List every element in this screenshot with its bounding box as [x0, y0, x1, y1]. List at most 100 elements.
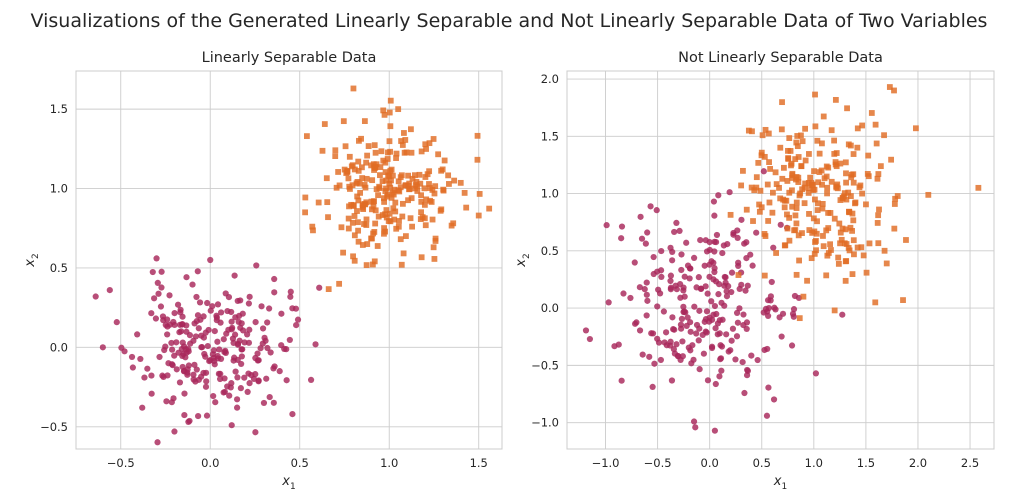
data-point-square: [881, 132, 887, 139]
data-point-square: [784, 225, 791, 232]
data-point-square: [355, 197, 362, 204]
data-point-square: [801, 184, 808, 191]
data-point-circle: [649, 383, 656, 390]
x-tick-label: 0.0: [701, 456, 719, 470]
data-point-circle: [754, 356, 761, 364]
data-point-square: [810, 187, 817, 193]
data-point-square: [838, 236, 845, 243]
data-point-square: [761, 153, 768, 160]
data-point-circle: [149, 268, 156, 276]
data-point-square: [852, 200, 858, 207]
data-point-square: [841, 240, 848, 247]
data-point-circle: [292, 305, 300, 312]
data-point-circle: [226, 392, 233, 399]
data-point-circle: [176, 379, 184, 386]
data-point-square: [376, 183, 383, 190]
data-point-circle: [660, 308, 667, 315]
data-point-square: [439, 166, 446, 173]
data-point-circle: [695, 337, 702, 344]
data-point-circle: [669, 257, 676, 264]
data-point-square: [383, 185, 389, 192]
data-point-square: [781, 204, 788, 211]
data-point-circle: [733, 333, 741, 340]
data-point-square: [387, 167, 394, 174]
y-tick-label: 0.5: [50, 261, 68, 275]
data-point-circle: [211, 328, 218, 335]
data-point-square: [875, 171, 882, 177]
data-point-circle: [234, 404, 241, 411]
data-point-circle: [693, 321, 701, 329]
data-point-square: [445, 172, 452, 179]
data-point-square: [837, 229, 844, 236]
data-point-circle: [155, 290, 162, 297]
data-point-circle: [210, 392, 217, 400]
data-point-square: [383, 214, 390, 221]
data-point-square: [821, 175, 828, 182]
data-point-circle: [641, 286, 648, 293]
data-point-square: [819, 140, 825, 147]
data-point-square: [813, 230, 820, 237]
data-point-square: [406, 186, 412, 193]
data-point-circle: [192, 333, 200, 340]
data-point-square: [325, 214, 331, 221]
data-point-square: [414, 188, 421, 194]
data-point-circle: [216, 346, 223, 353]
data-point-square: [315, 199, 322, 206]
data-point-square: [868, 110, 875, 116]
data-point-circle: [231, 272, 238, 279]
data-point-circle: [154, 439, 161, 446]
data-point-circle: [732, 356, 739, 363]
data-point-circle: [232, 314, 239, 321]
data-point-square: [363, 159, 370, 166]
data-point-circle: [289, 410, 296, 418]
data-point-circle: [743, 239, 750, 246]
data-point-square: [789, 172, 796, 179]
data-point-square: [356, 180, 363, 187]
data-point-square: [358, 135, 364, 142]
data-point-circle: [728, 337, 735, 344]
data-point-square: [750, 218, 756, 224]
data-point-square: [843, 170, 849, 177]
data-point-circle: [738, 216, 745, 223]
data-point-square: [903, 237, 909, 243]
data-point-circle: [687, 328, 694, 335]
data-point-square: [794, 133, 801, 139]
data-point-square: [401, 149, 408, 156]
data-point-circle: [179, 320, 186, 328]
y-tick-label: 0.0: [50, 340, 68, 354]
data-point-square: [399, 200, 406, 207]
data-point-square: [355, 158, 362, 165]
data-point-circle: [169, 362, 176, 369]
data-point-square: [431, 256, 438, 262]
data-point-square: [474, 156, 481, 163]
data-point-square: [813, 238, 819, 244]
data-point-circle: [740, 311, 747, 318]
data-point-square: [832, 96, 839, 103]
data-point-square: [831, 137, 838, 144]
data-point-square: [309, 223, 316, 230]
data-point-circle: [730, 229, 737, 237]
data-point-square: [849, 210, 856, 217]
data-point-circle: [706, 314, 713, 321]
series-class-0: [582, 168, 846, 434]
data-point-square: [854, 144, 861, 151]
data-point-circle: [681, 293, 688, 300]
data-point-circle: [696, 366, 703, 373]
data-point-square: [363, 216, 370, 223]
data-point-square: [842, 159, 849, 166]
data-point-circle: [647, 203, 654, 210]
data-point-circle: [202, 329, 209, 336]
data-point-circle: [636, 284, 643, 291]
data-point-square: [759, 132, 766, 139]
data-point-circle: [743, 255, 750, 262]
data-point-circle: [173, 366, 180, 373]
data-point-square: [474, 132, 481, 139]
data-point-circle: [681, 308, 688, 315]
data-point-square: [368, 162, 375, 169]
data-point-square: [378, 148, 385, 155]
data-point-square: [382, 228, 389, 235]
data-point-square: [831, 307, 838, 314]
data-point-circle: [711, 302, 719, 310]
data-point-circle: [183, 274, 190, 281]
data-point-square: [351, 213, 358, 219]
